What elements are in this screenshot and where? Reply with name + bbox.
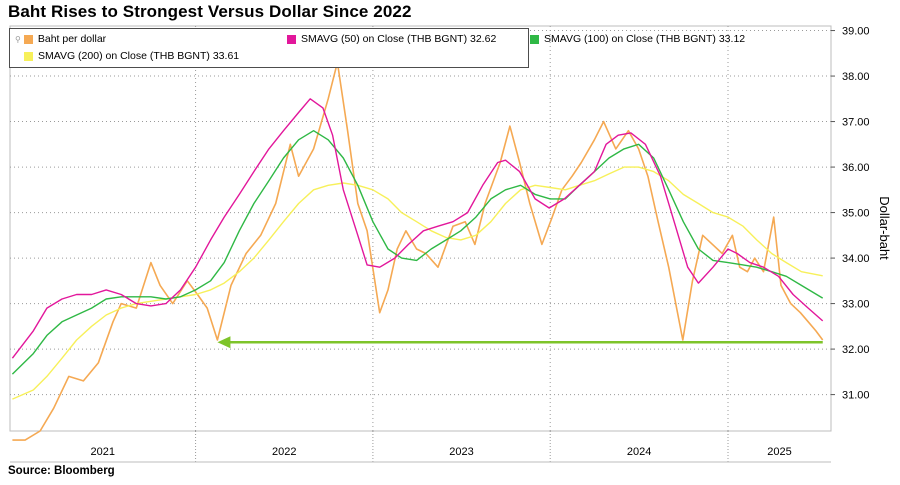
legend-swatch-sma100 — [530, 34, 539, 44]
y-tick-label: 34.00 — [842, 253, 870, 265]
legend-swatch-sma50 — [287, 34, 296, 44]
y-tick-label: 36.00 — [842, 162, 870, 174]
y-tick-label: 31.00 — [842, 390, 870, 402]
legend-label-sma200: SMAVG (200) on Close (THB BGNT) 33.61 — [38, 50, 240, 62]
x-tick-label: 2025 — [767, 446, 791, 458]
y-axis-title: Dollar-baht — [877, 196, 892, 260]
series-line-2 — [11, 130, 824, 375]
source-note: Source: Bloomberg — [8, 465, 115, 477]
y-tick-label: 35.00 — [842, 208, 870, 220]
y-tick-label: 38.00 — [842, 71, 870, 83]
series-line-1 — [11, 98, 824, 359]
legend-label-sma50: SMAVG (50) on Close (THB BGNT) 32.62 — [301, 33, 497, 45]
series-line-0 — [12, 61, 824, 441]
annotation-arrowhead — [217, 336, 231, 349]
legend-item-sma100: SMAVG (100) on Close (THB BGNT) 33.12 — [530, 33, 745, 45]
plot-frame — [9, 25, 832, 432]
x-tick-label: 2022 — [272, 446, 296, 458]
legend-label-sma100: SMAVG (100) on Close (THB BGNT) 33.12 — [544, 33, 746, 45]
y-tick-label: 39.00 — [842, 26, 870, 38]
legend-item-baht: ⚲ Baht per dollar — [15, 33, 106, 45]
series-line-3 — [12, 166, 823, 400]
x-tick-label: 2023 — [449, 446, 473, 458]
legend-swatch-baht — [23, 34, 33, 44]
pin-icon: ⚲ — [15, 34, 21, 44]
x-tick-label: 2021 — [91, 446, 115, 458]
y-tick-label: 32.00 — [842, 344, 870, 356]
x-tick-label: 2024 — [627, 446, 651, 458]
y-tick-label: 37.00 — [842, 117, 870, 129]
legend-swatch-sma200 — [24, 51, 33, 61]
legend-item-sma50: SMAVG (50) on Close (THB BGNT) 32.62 — [287, 33, 496, 45]
y-tick-label: 33.00 — [842, 299, 870, 311]
legend-item-sma200: SMAVG (200) on Close (THB BGNT) 33.61 — [24, 50, 239, 62]
legend-label-baht: Baht per dollar — [37, 33, 107, 45]
legend: ⚲ Baht per dollar SMAVG (50) on Close (T… — [9, 28, 745, 68]
chart-title: Baht Rises to Strongest Versus Dollar Si… — [8, 2, 412, 21]
